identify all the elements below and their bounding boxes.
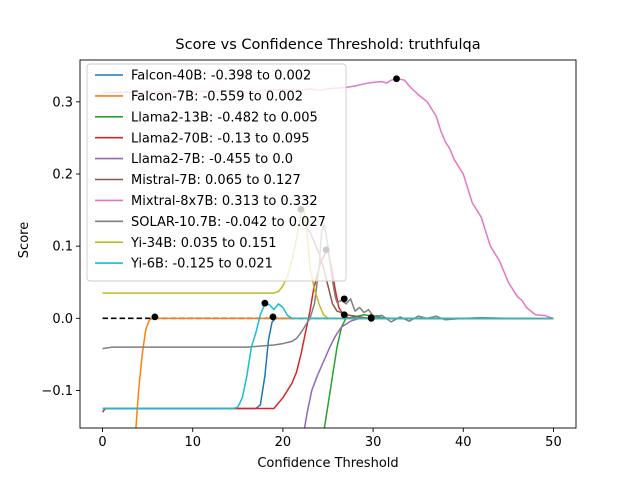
legend-entry-label: Mistral-7B: 0.065 to 0.127 [131, 173, 301, 188]
legend-entry-label: Llama2-70B: -0.13 to 0.095 [131, 131, 310, 146]
plot-area [101, 75, 554, 428]
legend-entry-label: Mixtral-8x7B: 0.313 to 0.332 [131, 194, 318, 209]
axes-frame [79, 59, 577, 429]
chart-title: Score vs Confidence Threshold: truthfulq… [175, 37, 480, 53]
y-tick-label: 0.3 [52, 95, 73, 110]
legend-entry-label: Yi-6B: -0.125 to 0.021 [130, 257, 273, 272]
x-axis-label: Confidence Threshold [257, 456, 398, 471]
series-line-llama2-70b [101, 250, 554, 413]
series-line-llama2-7b [303, 317, 554, 428]
x-tick-label: 0 [98, 435, 106, 450]
x-tick-label: 20 [275, 435, 292, 450]
x-tick-label: 10 [184, 435, 201, 450]
max-marker-falcon-7b [151, 313, 159, 321]
y-tick-label: 0.0 [52, 312, 73, 327]
legend-entry-label: Yi-34B: 0.035 to 0.151 [130, 236, 277, 251]
legend-entry-label: Falcon-40B: -0.398 to 0.002 [131, 69, 311, 84]
y-tick-label: −0.1 [41, 384, 73, 399]
x-tick-label: 50 [545, 435, 562, 450]
y-tick-label: 0.2 [52, 168, 73, 183]
y-tick-label: 0.1 [52, 240, 73, 255]
max-marker-mistral-7b [340, 311, 348, 319]
series-line-falcon-7b [135, 317, 554, 428]
legend-entry-label: SOLAR-10.7B: -0.042 to 0.027 [131, 215, 326, 230]
y-axis-label: Score [17, 222, 32, 258]
series-line-yi-6b [102, 303, 554, 410]
max-marker-falcon-40b [269, 313, 277, 321]
x-tick-label: 30 [365, 435, 382, 450]
legend-entry-label: Falcon-7B: -0.559 to 0.002 [131, 90, 303, 105]
max-marker-yi-6b [261, 299, 269, 307]
x-tick-label: 40 [455, 435, 472, 450]
legend: Falcon-40B: -0.398 to 0.002 Falcon-7B: -0… [86, 63, 347, 282]
legend-entry-label: Llama2-13B: -0.482 to 0.005 [131, 110, 318, 125]
legend-entry-label: Llama2-7B: -0.455 to 0.0 [131, 152, 293, 167]
max-marker-solar-10-7b [340, 295, 348, 303]
max-marker-mixtral-8x7b [393, 75, 400, 83]
legend-box [86, 63, 347, 282]
axes: 0 10 20 30 40 50 −0.1 0.0 0.1 0.2 0.3 [41, 59, 577, 450]
max-marker-llama2-7b [367, 314, 375, 322]
